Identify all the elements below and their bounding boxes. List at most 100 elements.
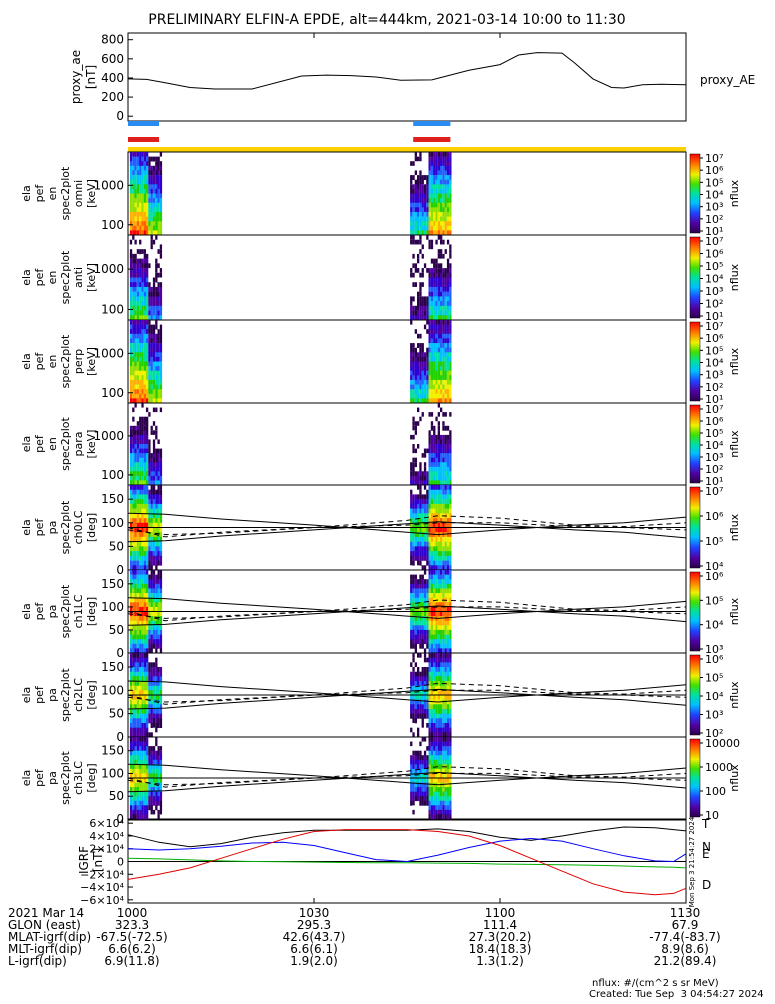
spectrogram-cell <box>433 170 436 176</box>
spectrogram-cell <box>136 221 140 227</box>
spectrogram-cell <box>446 634 450 640</box>
spectrogram-cell <box>146 513 149 519</box>
spectrogram-cell <box>433 338 436 344</box>
spectrogram-cell <box>421 480 424 486</box>
spectrogram-cell <box>157 579 160 585</box>
spectrogram-cell <box>141 179 144 185</box>
spectrogram-cell <box>146 503 149 509</box>
spectrogram-cell <box>428 324 431 330</box>
spectrogram-cell <box>433 643 436 649</box>
spectrogram-cell <box>141 421 144 427</box>
spectrogram-cell <box>146 448 149 454</box>
spectrogram-cell <box>442 352 445 358</box>
spectrogram-cell <box>139 268 142 274</box>
spectrogram-cell <box>157 629 160 635</box>
spectrogram-cell <box>150 750 153 756</box>
spectrogram-cell <box>146 453 149 458</box>
spectrogram-cell <box>157 634 160 640</box>
spectrogram-cell <box>129 616 133 621</box>
spectrogram-cell <box>440 593 443 598</box>
spectrogram-cell <box>433 737 436 742</box>
spectrogram-cell <box>414 263 417 269</box>
spectrogram-cell <box>141 527 144 533</box>
spectrogram-cell <box>139 551 142 557</box>
spectrogram-cell <box>152 207 156 213</box>
spectrogram-cell <box>129 713 133 719</box>
spectrogram-cell <box>417 239 420 245</box>
spectrogram-cell <box>426 634 429 640</box>
spectrogram-cell <box>134 207 137 213</box>
spectrogram-cell <box>437 430 440 436</box>
spectrogram-cell <box>410 532 413 538</box>
spectrogram-cell <box>150 685 153 691</box>
spectrogram-cell <box>440 750 443 756</box>
spectrogram-cell <box>146 216 149 222</box>
spectrogram-cell <box>440 268 443 274</box>
spectrogram-cell <box>143 366 146 371</box>
colorbar-tick-label: 10⁵ <box>705 672 723 685</box>
spectrogram-cell <box>155 221 158 227</box>
spectrogram-cell <box>157 286 160 292</box>
spectrogram-cell <box>428 384 431 390</box>
spectrogram-cell <box>150 796 153 802</box>
spectrogram-cell <box>129 690 133 696</box>
spectrogram-cell <box>139 741 142 747</box>
spectrogram-cell <box>132 310 135 316</box>
spectrogram-cell <box>417 732 420 737</box>
spectrogram-cell <box>435 508 438 514</box>
spectrogram-cell <box>155 527 158 533</box>
spectrogram-cell <box>433 296 436 302</box>
spectrogram-cell <box>426 448 429 454</box>
spectrogram-cell <box>435 453 438 458</box>
spectrogram-cell <box>440 653 443 658</box>
spectrogram-cell <box>437 723 440 728</box>
spectrogram-cell <box>440 448 443 454</box>
spectrogram-cell <box>155 165 158 171</box>
colorbar-tick-label: 10³ <box>705 201 723 214</box>
spectrogram-cell <box>141 653 144 658</box>
spectrogram-cell <box>143 583 146 589</box>
spectrogram-cell <box>150 499 153 505</box>
spectrogram-cell <box>435 494 438 500</box>
spectrogram-cell <box>433 161 436 167</box>
spectrogram-cell <box>134 620 137 626</box>
spectrogram-cell <box>129 366 133 371</box>
spectrogram-cell <box>435 791 438 797</box>
spectrogram-cell <box>143 272 146 278</box>
spectrogram-cell <box>446 597 450 603</box>
spectrogram-cell <box>152 755 156 761</box>
spectrogram-cell <box>417 310 420 316</box>
spectrogram-cell <box>421 536 424 542</box>
spectrogram-cell <box>430 324 434 330</box>
spectrogram-cell <box>146 625 149 631</box>
spectrogram-cell <box>440 379 443 385</box>
spectrogram-cell <box>148 211 151 217</box>
spectrogram-cell <box>426 310 429 316</box>
spectrogram-cell <box>421 532 424 538</box>
spectrogram-cell <box>428 755 431 761</box>
spectrogram-cell <box>421 690 424 696</box>
ytick-label: 100 <box>101 303 124 317</box>
spectrogram-cell <box>157 667 160 672</box>
spectrogram-cell <box>412 434 415 440</box>
spectrogram-cell <box>419 389 422 395</box>
spectrogram-cell <box>136 272 140 278</box>
spectrogram-cell <box>152 352 156 358</box>
spectrogram-ylabel: ch0LC <box>72 510 85 544</box>
spectrogram-cell <box>134 453 137 458</box>
colorbar-tick-label: 10³ <box>705 369 723 382</box>
spectrogram-cell <box>446 732 450 738</box>
spectrogram-cell <box>437 272 440 278</box>
spectrogram-cell <box>134 583 137 589</box>
spectrogram-cell <box>430 356 434 362</box>
spectrogram-cell <box>139 324 142 330</box>
spectrogram-cell <box>426 759 429 765</box>
spectrogram-cell <box>419 352 422 358</box>
spectrogram-cell <box>423 522 427 528</box>
spectrogram-cell <box>449 508 452 514</box>
spectrogram-cell <box>449 597 452 603</box>
spectrogram-cell <box>421 639 424 645</box>
spectrogram-cell <box>143 527 146 533</box>
spectrogram-cell <box>428 221 431 227</box>
spectrogram-cell <box>155 602 158 608</box>
